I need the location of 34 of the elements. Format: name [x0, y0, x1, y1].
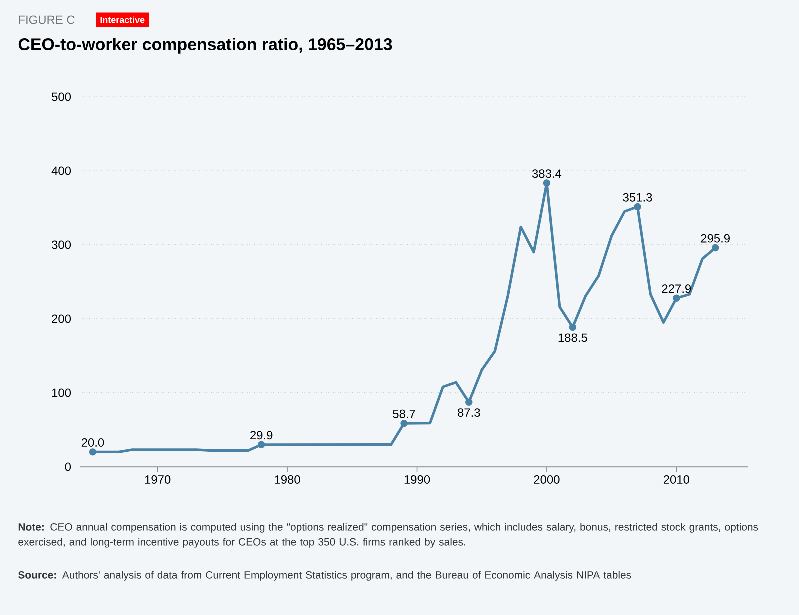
- point: [400, 420, 408, 428]
- point: [673, 294, 680, 302]
- text: Source: Authors' analysis of data from Current Employment Statistics program, and the Bureau of Economic Analysis NIPA tables: [18, 571, 632, 581]
- point: [258, 441, 266, 448]
- y-tick-label: 400: [52, 166, 72, 176]
- y-tick-label: 200: [52, 314, 72, 324]
- x-tick-label: 2000: [534, 476, 560, 484]
- annotation: 29.9: [250, 431, 273, 440]
- x-tick-label: 2010: [664, 476, 690, 484]
- x-tick-label: 1990: [404, 476, 430, 484]
- point: [89, 448, 97, 456]
- y-tick-label: 500: [52, 92, 72, 102]
- annotation: 295.9: [701, 234, 730, 243]
- annotation: 383.4: [532, 170, 562, 178]
- point: [466, 398, 473, 406]
- annotation: 227.9: [662, 284, 692, 294]
- point: [569, 324, 577, 332]
- annotation: 20.0: [82, 438, 104, 447]
- point: [712, 244, 720, 252]
- annotation: 58.7: [393, 410, 416, 418]
- y-tick-label: 100: [52, 388, 72, 398]
- y-tick-label: 300: [52, 240, 72, 250]
- x-tick-label: 1980: [275, 476, 300, 484]
- point: [634, 203, 642, 211]
- text: FIGURE C: [19, 16, 75, 24]
- chart-title: CEO-to-worker compensation ratio, 1965–2013: [18, 38, 392, 54]
- point: [543, 180, 551, 187]
- annotation: 188.5: [558, 334, 588, 342]
- y-tick-label: 0: [65, 462, 72, 472]
- x-tick-label: 1970: [145, 476, 171, 484]
- text: Note: CEO annual compensation is computed using the "options realized" compensation series, which includes salary, bonus, restricted stock grants, options exercised, and long-term incentive payouts for CEOs at the top 350 U.S. firms ranked by sales.: [18, 523, 758, 548]
- annotation: 87.3: [458, 408, 480, 418]
- annotation: 351.3: [623, 193, 652, 202]
- text: Interactive: [100, 16, 145, 24]
